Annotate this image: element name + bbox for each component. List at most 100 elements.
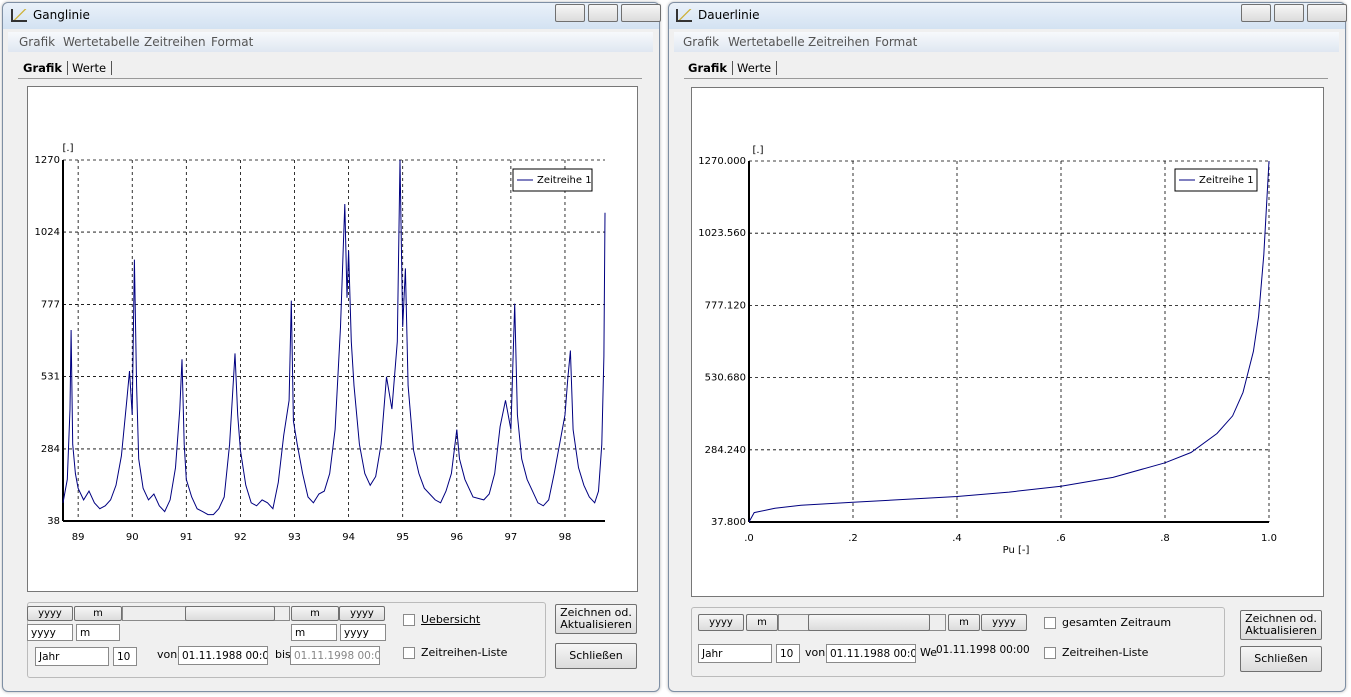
nav-button[interactable]: m [291, 606, 339, 621]
x-tick-label: 91 [180, 532, 193, 543]
y-axis-label: [.] [63, 143, 74, 154]
period-count[interactable]: 10 [113, 647, 137, 666]
y-tick-label: 777.120 [705, 300, 746, 311]
close-button[interactable] [1307, 4, 1347, 22]
legend-label: Zeitreihe 1 [537, 175, 592, 186]
checkbox[interactable] [403, 614, 415, 626]
from-label: von [805, 646, 825, 659]
window-title: Ganglinie [33, 8, 90, 22]
x-tick-label: .8 [1160, 533, 1170, 544]
checkbox-label: gesamten Zeitraum [1062, 616, 1171, 629]
scroll-thumb[interactable] [808, 614, 930, 631]
x-tick-label: 90 [126, 532, 139, 543]
x-tick-label: .4 [952, 533, 962, 544]
draw-button[interactable]: Zeichnen od. Aktualisieren [1240, 610, 1322, 640]
x-tick-label: 96 [450, 532, 463, 543]
y-tick-label: 1270.000 [698, 156, 746, 167]
combo-box[interactable]: yyyy [340, 624, 386, 641]
minimize-button[interactable] [1241, 4, 1271, 22]
y-tick-label: 531 [41, 372, 60, 383]
draw-button[interactable]: Zeichnen od. Aktualisieren [555, 604, 637, 634]
nav-button[interactable]: yyyy [698, 614, 744, 631]
x-tick-label: 97 [505, 532, 518, 543]
tab[interactable]: Grafik [688, 61, 733, 75]
to-date: 01.11.1998 00:00 [936, 644, 1030, 656]
combo-box[interactable]: m [291, 624, 337, 641]
legend-label: Zeitreihe 1 [1199, 175, 1254, 186]
tab-underline [18, 78, 642, 79]
minimize-button[interactable] [555, 4, 585, 22]
maximize-button[interactable] [588, 4, 618, 22]
x-tick-label: 98 [559, 532, 572, 543]
tab-underline [684, 78, 1328, 79]
y-tick-label: 530.680 [705, 373, 746, 384]
nav-button[interactable]: yyyy [981, 614, 1027, 631]
x-axis-label: Pu [-] [1003, 545, 1030, 556]
tab[interactable]: Werte [72, 61, 112, 75]
menu-item[interactable]: Format [875, 35, 917, 49]
period-count[interactable]: 10 [776, 644, 800, 663]
from-date[interactable]: 01.11.1988 00:00 [178, 646, 268, 665]
checkbox[interactable] [403, 647, 415, 659]
y-tick-label: 1270 [35, 155, 60, 166]
checkbox[interactable] [1044, 647, 1056, 659]
data-line [63, 160, 605, 515]
y-tick-label: 38 [47, 516, 60, 527]
x-tick-label: .0 [744, 533, 754, 544]
close-window-button[interactable]: Schließen [1240, 646, 1322, 672]
checkbox-label: Uebersicht [421, 613, 480, 626]
checkbox-label: Zeitreihen-Liste [421, 646, 507, 659]
to-label: We [920, 646, 937, 659]
y-tick-label: 777 [41, 299, 60, 310]
period-unit[interactable]: Jahr [35, 647, 109, 666]
x-tick-label: 95 [396, 532, 409, 543]
y-axis-label: [.] [753, 145, 764, 156]
period-unit[interactable]: Jahr [698, 644, 772, 663]
y-tick-label: 284 [41, 444, 60, 455]
chart: 37.800 284.240 530.680 777.120 1023.560 1270.… [691, 87, 1324, 597]
x-tick-label: 89 [72, 532, 85, 543]
from-label: von [157, 648, 177, 661]
data-line [749, 161, 1269, 522]
menu-item[interactable]: Format [211, 35, 253, 49]
menu-item[interactable]: Grafik [683, 35, 719, 49]
x-tick-label: .2 [848, 533, 858, 544]
y-tick-label: 1024 [35, 227, 60, 238]
menu-item[interactable]: Grafik [19, 35, 55, 49]
close-window-button[interactable]: Schließen [555, 643, 637, 669]
x-tick-label: 93 [288, 532, 301, 543]
y-tick-label: 1023.560 [698, 228, 746, 239]
from-date[interactable]: 01.11.1988 00:00 [826, 644, 916, 663]
combo-box[interactable]: yyyy [27, 624, 73, 641]
nav-button[interactable]: m [746, 614, 778, 631]
checkbox[interactable] [1044, 617, 1056, 629]
menu-item[interactable]: Wertetabelle [63, 35, 140, 49]
x-tick-label: 1.0 [1261, 533, 1277, 544]
tab[interactable]: Werte [737, 61, 777, 75]
nav-button[interactable]: m [948, 614, 980, 631]
app-icon [11, 9, 27, 22]
menu-item[interactable]: Wertetabelle [728, 35, 805, 49]
to-label: bis [275, 648, 291, 661]
to-date: 01.11.1998 00:00 [290, 646, 380, 665]
x-tick-label: .6 [1056, 533, 1066, 544]
y-tick-label: 284.240 [705, 445, 746, 456]
x-tick-label: 94 [342, 532, 355, 543]
checkbox-label: Zeitreihen-Liste [1062, 646, 1148, 659]
tab[interactable]: Grafik [23, 61, 68, 75]
app-icon [676, 9, 692, 22]
close-button[interactable] [621, 4, 661, 22]
window-title: Dauerlinie [698, 8, 760, 22]
x-tick-label: 92 [234, 532, 247, 543]
nav-button[interactable]: yyyy [27, 606, 73, 621]
nav-button[interactable]: yyyy [339, 606, 385, 621]
menu-item[interactable]: Zeitreihen [808, 35, 870, 49]
combo-box[interactable]: m [76, 624, 120, 641]
maximize-button[interactable] [1274, 4, 1304, 22]
y-tick-label: 37.800 [711, 517, 746, 528]
nav-button[interactable]: m [74, 606, 122, 621]
menu-item[interactable]: Zeitreihen [144, 35, 206, 49]
chart: 38 284 531 777 1024 1270 89 90 91 92 93 94 95 96 97 98 [… [27, 86, 638, 592]
scroll-thumb[interactable] [185, 606, 275, 621]
